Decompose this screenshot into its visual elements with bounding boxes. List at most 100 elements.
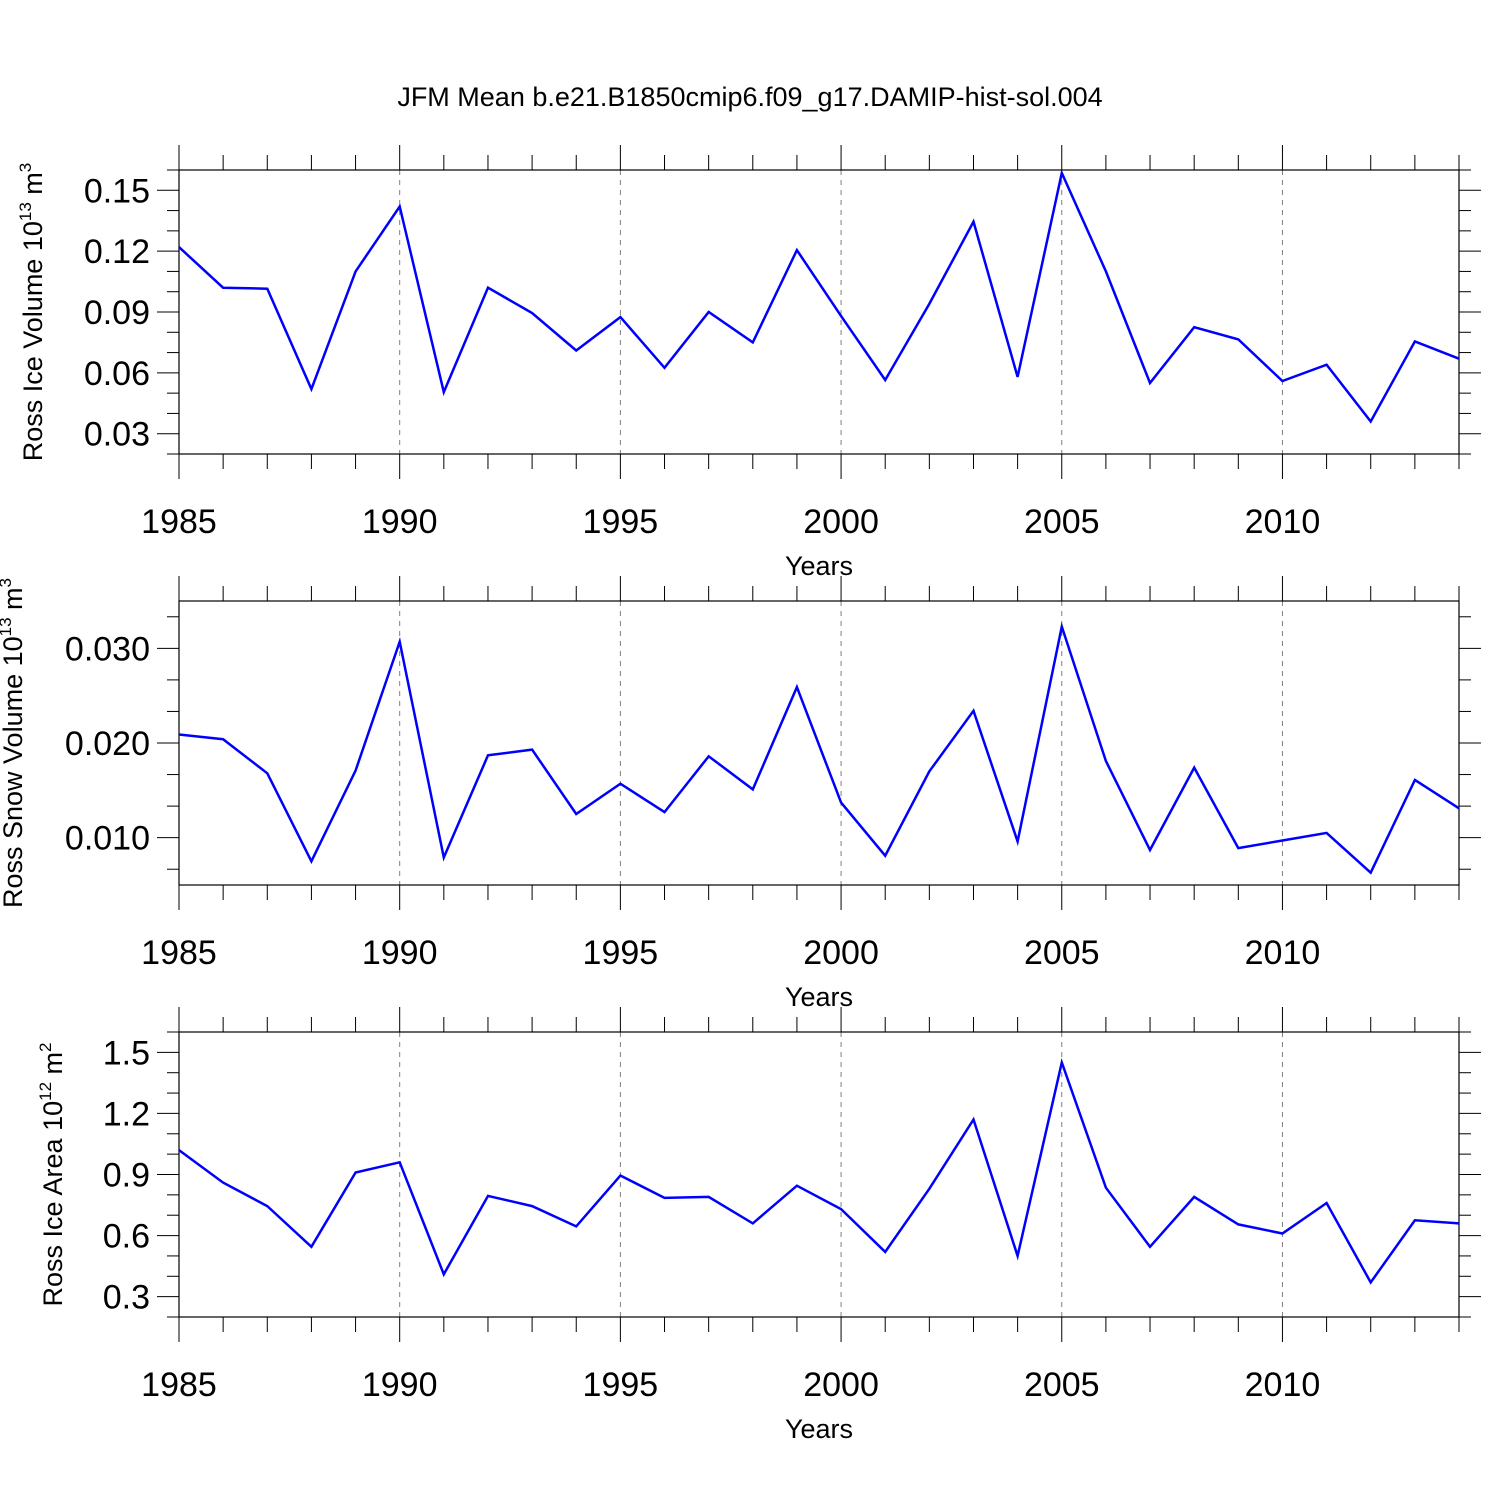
y-axis-label-text: Ross Ice Volume 10	[18, 221, 48, 461]
data-point	[927, 302, 931, 306]
data-point	[265, 287, 269, 291]
data-point	[1060, 171, 1064, 175]
y-axis-label-exponent: 13	[16, 202, 35, 221]
data-point	[1280, 1232, 1284, 1236]
data-point	[486, 286, 490, 290]
data-point	[354, 1170, 358, 1174]
data-point	[971, 709, 975, 713]
data-point	[1325, 363, 1329, 367]
data-point	[486, 1194, 490, 1198]
chart-panel-3: 0.3 0.6 0.9 1.2 1.5 1985 1990 1995 2000 2005 2010 Y…	[36, 1007, 1481, 1444]
data-point	[1060, 625, 1064, 629]
data-point	[309, 859, 313, 863]
x-tick-label: 1985	[141, 1366, 217, 1404]
y-tick-label: 0.09	[84, 294, 150, 332]
x-tick-label: 2005	[1024, 503, 1100, 541]
data-point	[618, 1174, 622, 1178]
plot-frame	[178, 1031, 1460, 1318]
data-point	[1104, 1186, 1108, 1190]
x-tick-label: 2000	[803, 934, 879, 972]
data-point	[221, 1181, 225, 1185]
data-point	[309, 387, 313, 391]
y-tick-label: 0.020	[65, 725, 150, 763]
chart-panel-2: 0.010 0.020 0.030 1985 1990 1995 2000 2005 2010 Y…	[0, 576, 1481, 1012]
data-point	[883, 378, 887, 382]
data-point	[265, 1204, 269, 1208]
data-point	[398, 205, 402, 209]
data-point	[751, 787, 755, 791]
data-point	[1280, 839, 1284, 843]
series-line	[178, 1058, 1460, 1285]
data-point	[971, 220, 975, 224]
x-tick-label: 2005	[1024, 934, 1100, 972]
data-point	[1148, 1245, 1152, 1249]
x-tick-label: 2010	[1245, 1366, 1321, 1404]
series-line	[178, 169, 1460, 424]
x-tick-label: 1985	[141, 503, 217, 541]
data-point	[663, 810, 667, 814]
x-tick-label: 2000	[803, 503, 879, 541]
data-point	[574, 349, 578, 353]
data-point	[177, 1148, 181, 1152]
data-point	[663, 366, 667, 370]
data-point	[309, 1245, 313, 1249]
x-axis-label: Years	[785, 1414, 853, 1444]
data-point	[1060, 1061, 1064, 1065]
data-point	[265, 771, 269, 775]
data-point	[442, 856, 446, 860]
data-point	[574, 812, 578, 816]
data-point	[839, 1207, 843, 1211]
y-axis-label-exponent: 12	[36, 1082, 55, 1101]
data-point	[1457, 357, 1461, 361]
x-tick-label: 1985	[141, 934, 217, 972]
data-point	[177, 732, 181, 736]
data-point	[618, 782, 622, 786]
data-point	[707, 310, 711, 314]
x-tick-label: 2005	[1024, 1366, 1100, 1404]
data-point	[883, 1250, 887, 1254]
data-point	[1236, 1222, 1240, 1226]
y-tick-label: 0.03	[84, 416, 150, 454]
data-point	[1192, 325, 1196, 329]
y-tick-label: 0.06	[84, 355, 150, 393]
y-tick-label: 0.010	[65, 820, 150, 858]
data-point	[177, 245, 181, 249]
data-point	[1192, 766, 1196, 770]
data-point	[1413, 339, 1417, 343]
series-line	[178, 621, 1460, 875]
x-tick-label: 1995	[583, 503, 659, 541]
y-axis-label-unit-exponent: 3	[16, 163, 35, 172]
data-point	[1192, 1195, 1196, 1199]
data-point	[574, 1224, 578, 1228]
y-tick-label: 1.5	[103, 1034, 150, 1072]
y-tick-label: 0.030	[65, 630, 150, 668]
data-point	[795, 685, 799, 689]
data-point	[1369, 871, 1373, 875]
data-point	[1236, 846, 1240, 850]
y-axis-label: Ross Ice Area 1012 m2	[36, 1042, 68, 1306]
data-point	[751, 340, 755, 344]
x-tick-label: 1990	[362, 503, 438, 541]
data-point	[839, 314, 843, 318]
data-point	[1016, 1254, 1020, 1258]
data-point	[1413, 1218, 1417, 1222]
data-point	[1325, 831, 1329, 835]
y-axis-label: Ross Ice Volume 1013 m3	[16, 163, 48, 462]
data-point	[663, 1196, 667, 1200]
y-tick-label: 1.2	[103, 1095, 150, 1133]
x-axis-label: Years	[785, 551, 853, 581]
data-point	[221, 737, 225, 741]
data-point	[927, 1187, 931, 1191]
data-point	[927, 769, 931, 773]
x-tick-label: 2000	[803, 1366, 879, 1404]
x-tick-label: 2010	[1245, 503, 1321, 541]
data-point	[1148, 848, 1152, 852]
data-point	[1148, 381, 1152, 385]
data-point	[795, 248, 799, 252]
data-point	[1104, 269, 1108, 273]
data-point	[530, 748, 534, 752]
x-tick-label: 1990	[362, 1366, 438, 1404]
y-tick-label: 0.9	[103, 1157, 150, 1195]
y-tick-label: 0.15	[84, 172, 150, 210]
